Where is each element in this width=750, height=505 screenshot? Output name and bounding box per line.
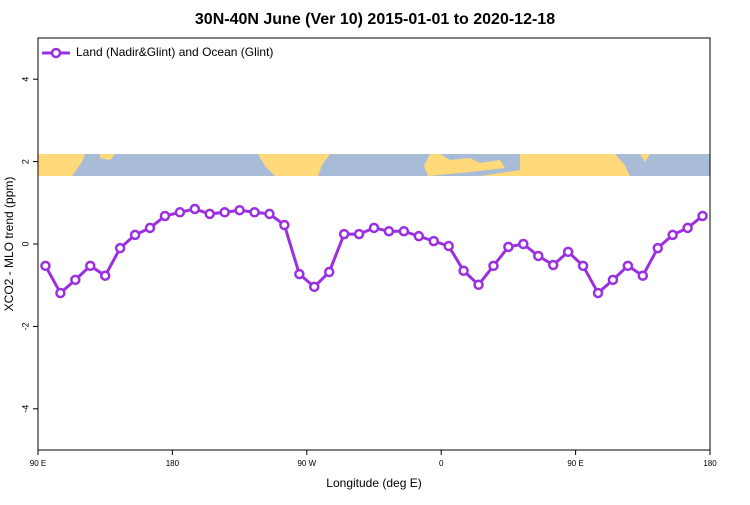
data-point xyxy=(309,281,320,293)
y-tick-label: -2 xyxy=(20,322,30,330)
data-point xyxy=(383,225,395,237)
data-point xyxy=(338,228,350,240)
y-tick-label: 0 xyxy=(20,241,30,246)
data-point xyxy=(533,250,544,262)
y-tick-label: 2 xyxy=(20,159,30,164)
data-point xyxy=(682,222,693,234)
data-point xyxy=(622,260,634,272)
data-point xyxy=(577,260,589,272)
data-point xyxy=(697,210,708,222)
y-axis-label: XCO2 - MLO trend (ppm) xyxy=(2,177,16,312)
data-point xyxy=(637,270,649,281)
data-point xyxy=(547,259,559,271)
data-point xyxy=(189,203,201,215)
legend-marker xyxy=(50,47,62,59)
data-point xyxy=(279,219,290,231)
data-point xyxy=(652,242,663,254)
chart-title: 30N-40N June (Ver 10) 2015-01-01 to 2020… xyxy=(195,11,555,28)
data-point xyxy=(428,235,439,247)
data-point xyxy=(129,229,141,241)
data-point xyxy=(55,287,66,299)
data-point xyxy=(204,208,215,220)
data-point xyxy=(443,240,454,252)
data-point xyxy=(249,207,260,218)
series-line xyxy=(44,207,704,296)
data-point xyxy=(323,266,335,278)
x-tick-label: 90 E xyxy=(30,459,46,468)
data-point xyxy=(413,230,425,242)
data-point xyxy=(144,222,156,234)
data-point xyxy=(398,225,410,237)
data-point xyxy=(503,241,514,253)
x-axis-label: Longitude (deg E) xyxy=(326,476,421,490)
data-point xyxy=(40,260,51,272)
x-tick-label: 180 xyxy=(166,459,180,468)
data-point xyxy=(85,260,96,272)
data-point xyxy=(294,268,305,280)
data-point xyxy=(99,270,111,281)
x-tick-label: 180 xyxy=(703,459,717,468)
data-point xyxy=(219,207,230,218)
x-tick-label: 0 xyxy=(439,459,444,468)
data-point xyxy=(234,204,245,216)
plot-frame xyxy=(37,37,711,451)
y-tick-label: -4 xyxy=(20,405,30,413)
data-point xyxy=(353,228,365,240)
data-point xyxy=(607,274,619,286)
data-point xyxy=(159,210,171,222)
data-point xyxy=(458,265,469,277)
x-tick-label: 90 E xyxy=(567,459,583,468)
data-point xyxy=(667,229,678,241)
data-point xyxy=(592,287,604,299)
data-point xyxy=(114,242,126,254)
data-point xyxy=(368,222,380,234)
legend-label: Land (Nadir&Glint) and Ocean (Glint) xyxy=(76,45,273,59)
data-point xyxy=(473,279,484,291)
data-point xyxy=(518,238,529,250)
data-point xyxy=(264,208,275,220)
map-strip xyxy=(38,154,710,176)
data-point xyxy=(562,246,574,258)
x-tick-label: 90 W xyxy=(297,459,316,468)
data-point xyxy=(70,274,81,286)
data-point xyxy=(174,207,186,218)
y-tick-label: 4 xyxy=(20,77,30,82)
data-point xyxy=(488,260,499,272)
